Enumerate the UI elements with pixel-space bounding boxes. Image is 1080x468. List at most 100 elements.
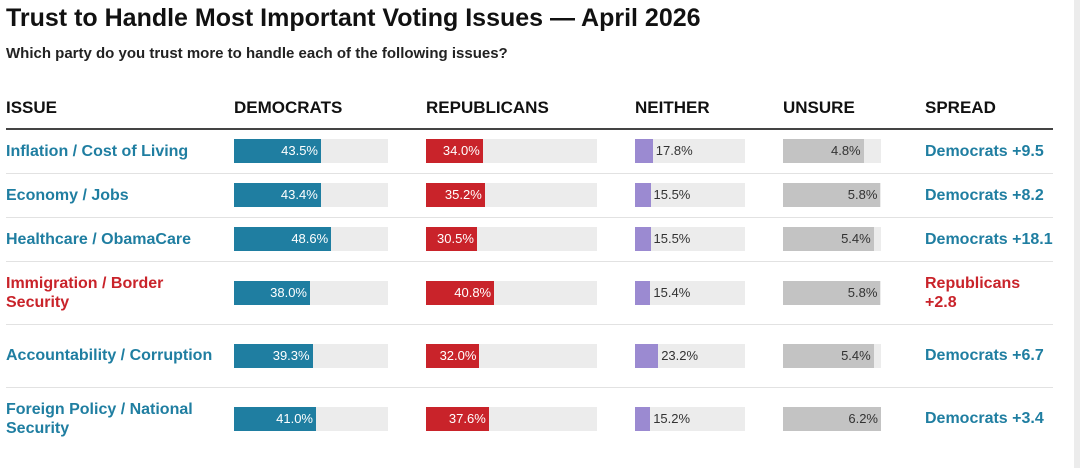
republicans-bar (426, 183, 485, 207)
unsure-cell: 5.4% (783, 217, 925, 262)
unsure-bar (783, 227, 874, 251)
unsure-bar (783, 343, 874, 368)
header-unsure: UNSURE (783, 88, 925, 130)
neither-value-label: 15.2% (653, 410, 691, 426)
republicans-bar (426, 406, 489, 431)
neither-value-label: 15.4% (653, 284, 691, 300)
democrats-bar-track: 43.5% (234, 139, 388, 164)
unsure-cell: 5.8% (783, 261, 925, 325)
democrats-bar-track: 38.0% (234, 280, 388, 305)
header-democrats: DEMOCRATS (234, 88, 426, 130)
democrats-cell: 41.0% (234, 387, 426, 450)
spread-label: Democrats +18.1 (925, 217, 1053, 262)
democrats-cell: 48.6% (234, 217, 426, 262)
democrats-value-label: 43.5% (281, 143, 318, 159)
republicans-value-label: 40.8% (454, 284, 492, 300)
issue-label: Accountability / Corruption (6, 324, 234, 388)
republicans-bar (426, 139, 483, 164)
unsure-bar-track: 5.8% (783, 183, 881, 207)
democrats-value-label: 48.6% (291, 231, 329, 246)
neither-cell: 15.2% (635, 387, 783, 450)
neither-cell: 17.8% (635, 129, 783, 174)
republicans-cell: 32.0% (426, 324, 635, 388)
issue-label: Healthcare / ObamaCare (6, 217, 234, 262)
democrats-bar (234, 183, 321, 207)
unsure-value-label: 5.4% (841, 231, 871, 246)
democrats-bar (234, 343, 313, 368)
unsure-bar-track: 5.4% (783, 343, 881, 368)
democrats-value-label: 43.4% (280, 187, 318, 202)
republicans-bar-track: 32.0% (426, 343, 597, 368)
table-row: Economy / Jobs 43.4% 35.2% 15.5% 5.8% Democra… (6, 173, 1053, 218)
republicans-value-label: 35.2% (444, 187, 482, 202)
neither-bar (635, 280, 651, 305)
democrats-value-label: 41.0% (276, 410, 313, 426)
unsure-cell: 6.2% (783, 387, 925, 450)
neither-bar-track: 15.4% (635, 280, 745, 305)
democrats-bar (234, 406, 316, 431)
democrats-value-label: 38.0% (270, 284, 307, 300)
chart-subtitle: Which party do you trust more to handle … (6, 45, 508, 62)
republicans-bar-track: 30.5% (426, 227, 597, 251)
republicans-value-label: 32.0% (439, 347, 477, 363)
republicans-bar (426, 227, 477, 251)
neither-bar-track: 23.2% (635, 343, 745, 368)
spread-label: Democrats +9.5 (925, 129, 1053, 174)
democrats-bar (234, 280, 310, 305)
neither-bar (635, 227, 651, 251)
republicans-cell: 30.5% (426, 217, 635, 262)
neither-bar (635, 183, 651, 207)
republicans-bar-track: 37.6% (426, 406, 597, 431)
issues-table: ISSUE DEMOCRATS REPUBLICANS NEITHER UNSU… (6, 88, 1053, 450)
democrats-bar-track: 41.0% (234, 406, 388, 431)
republicans-cell: 35.2% (426, 173, 635, 218)
unsure-value-label: 5.4% (841, 347, 871, 363)
table-body: Inflation / Cost of Living 43.5% 34.0% 17.8… (6, 129, 1053, 450)
republicans-bar-track: 35.2% (426, 183, 597, 207)
issue-label: Immigration / Border Security (6, 261, 234, 325)
democrats-bar-track: 39.3% (234, 343, 388, 368)
header-row: ISSUE DEMOCRATS REPUBLICANS NEITHER UNSU… (6, 88, 1053, 130)
unsure-bar-track: 4.8% (783, 139, 881, 164)
unsure-cell: 5.4% (783, 324, 925, 388)
header-issue: ISSUE (6, 88, 234, 130)
republicans-bar-track: 40.8% (426, 280, 597, 305)
neither-value-label: 23.2% (661, 347, 699, 363)
unsure-bar (783, 139, 864, 164)
chart-title: Trust to Handle Most Important Voting Is… (6, 4, 701, 32)
neither-bar-track: 15.2% (635, 406, 745, 431)
neither-value-label: 15.5% (653, 231, 691, 246)
issue-label: Foreign Policy / National Security (6, 400, 193, 437)
unsure-bar (783, 280, 881, 305)
issue-label: Economy / Jobs (6, 173, 234, 218)
unsure-cell: 4.8% (783, 129, 925, 174)
neither-bar-track: 15.5% (635, 183, 745, 207)
unsure-value-label: 5.8% (847, 187, 878, 202)
neither-bar-track: 15.5% (635, 227, 745, 251)
header-spread: SPREAD (925, 88, 1053, 130)
table-row: Foreign Policy / National Security 41.0% 3… (6, 387, 1053, 450)
republicans-bar (426, 280, 495, 305)
right-frame-edge (1074, 0, 1080, 468)
table-row: Immigration / Border Security 38.0% 40.8% 1… (6, 261, 1053, 325)
republicans-value-label: 30.5% (437, 231, 474, 246)
table-row: Inflation / Cost of Living 43.5% 34.0% 17.8… (6, 129, 1053, 174)
header-republicans: REPUBLICANS (426, 88, 635, 130)
republicans-cell: 40.8% (426, 261, 635, 325)
neither-bar-track: 17.8% (635, 139, 745, 164)
neither-bar (635, 343, 659, 368)
democrats-bar (234, 227, 332, 251)
spread-label: Democrats +3.4 (925, 410, 1044, 428)
democrats-cell: 38.0% (234, 261, 426, 325)
unsure-bar-track: 5.8% (783, 280, 881, 305)
democrats-bar (234, 139, 321, 164)
democrats-bar-track: 48.6% (234, 227, 388, 251)
democrats-bar-track: 43.4% (234, 183, 388, 207)
unsure-cell: 5.8% (783, 173, 925, 218)
spread-label: Democrats +6.7 (925, 324, 1053, 388)
spread-label: Democrats +8.2 (925, 173, 1053, 218)
unsure-bar-track: 5.4% (783, 227, 881, 251)
democrats-cell: 39.3% (234, 324, 426, 388)
unsure-value-label: 6.2% (848, 410, 878, 426)
table-row: Accountability / Corruption 39.3% 32.0% 23.… (6, 324, 1053, 388)
